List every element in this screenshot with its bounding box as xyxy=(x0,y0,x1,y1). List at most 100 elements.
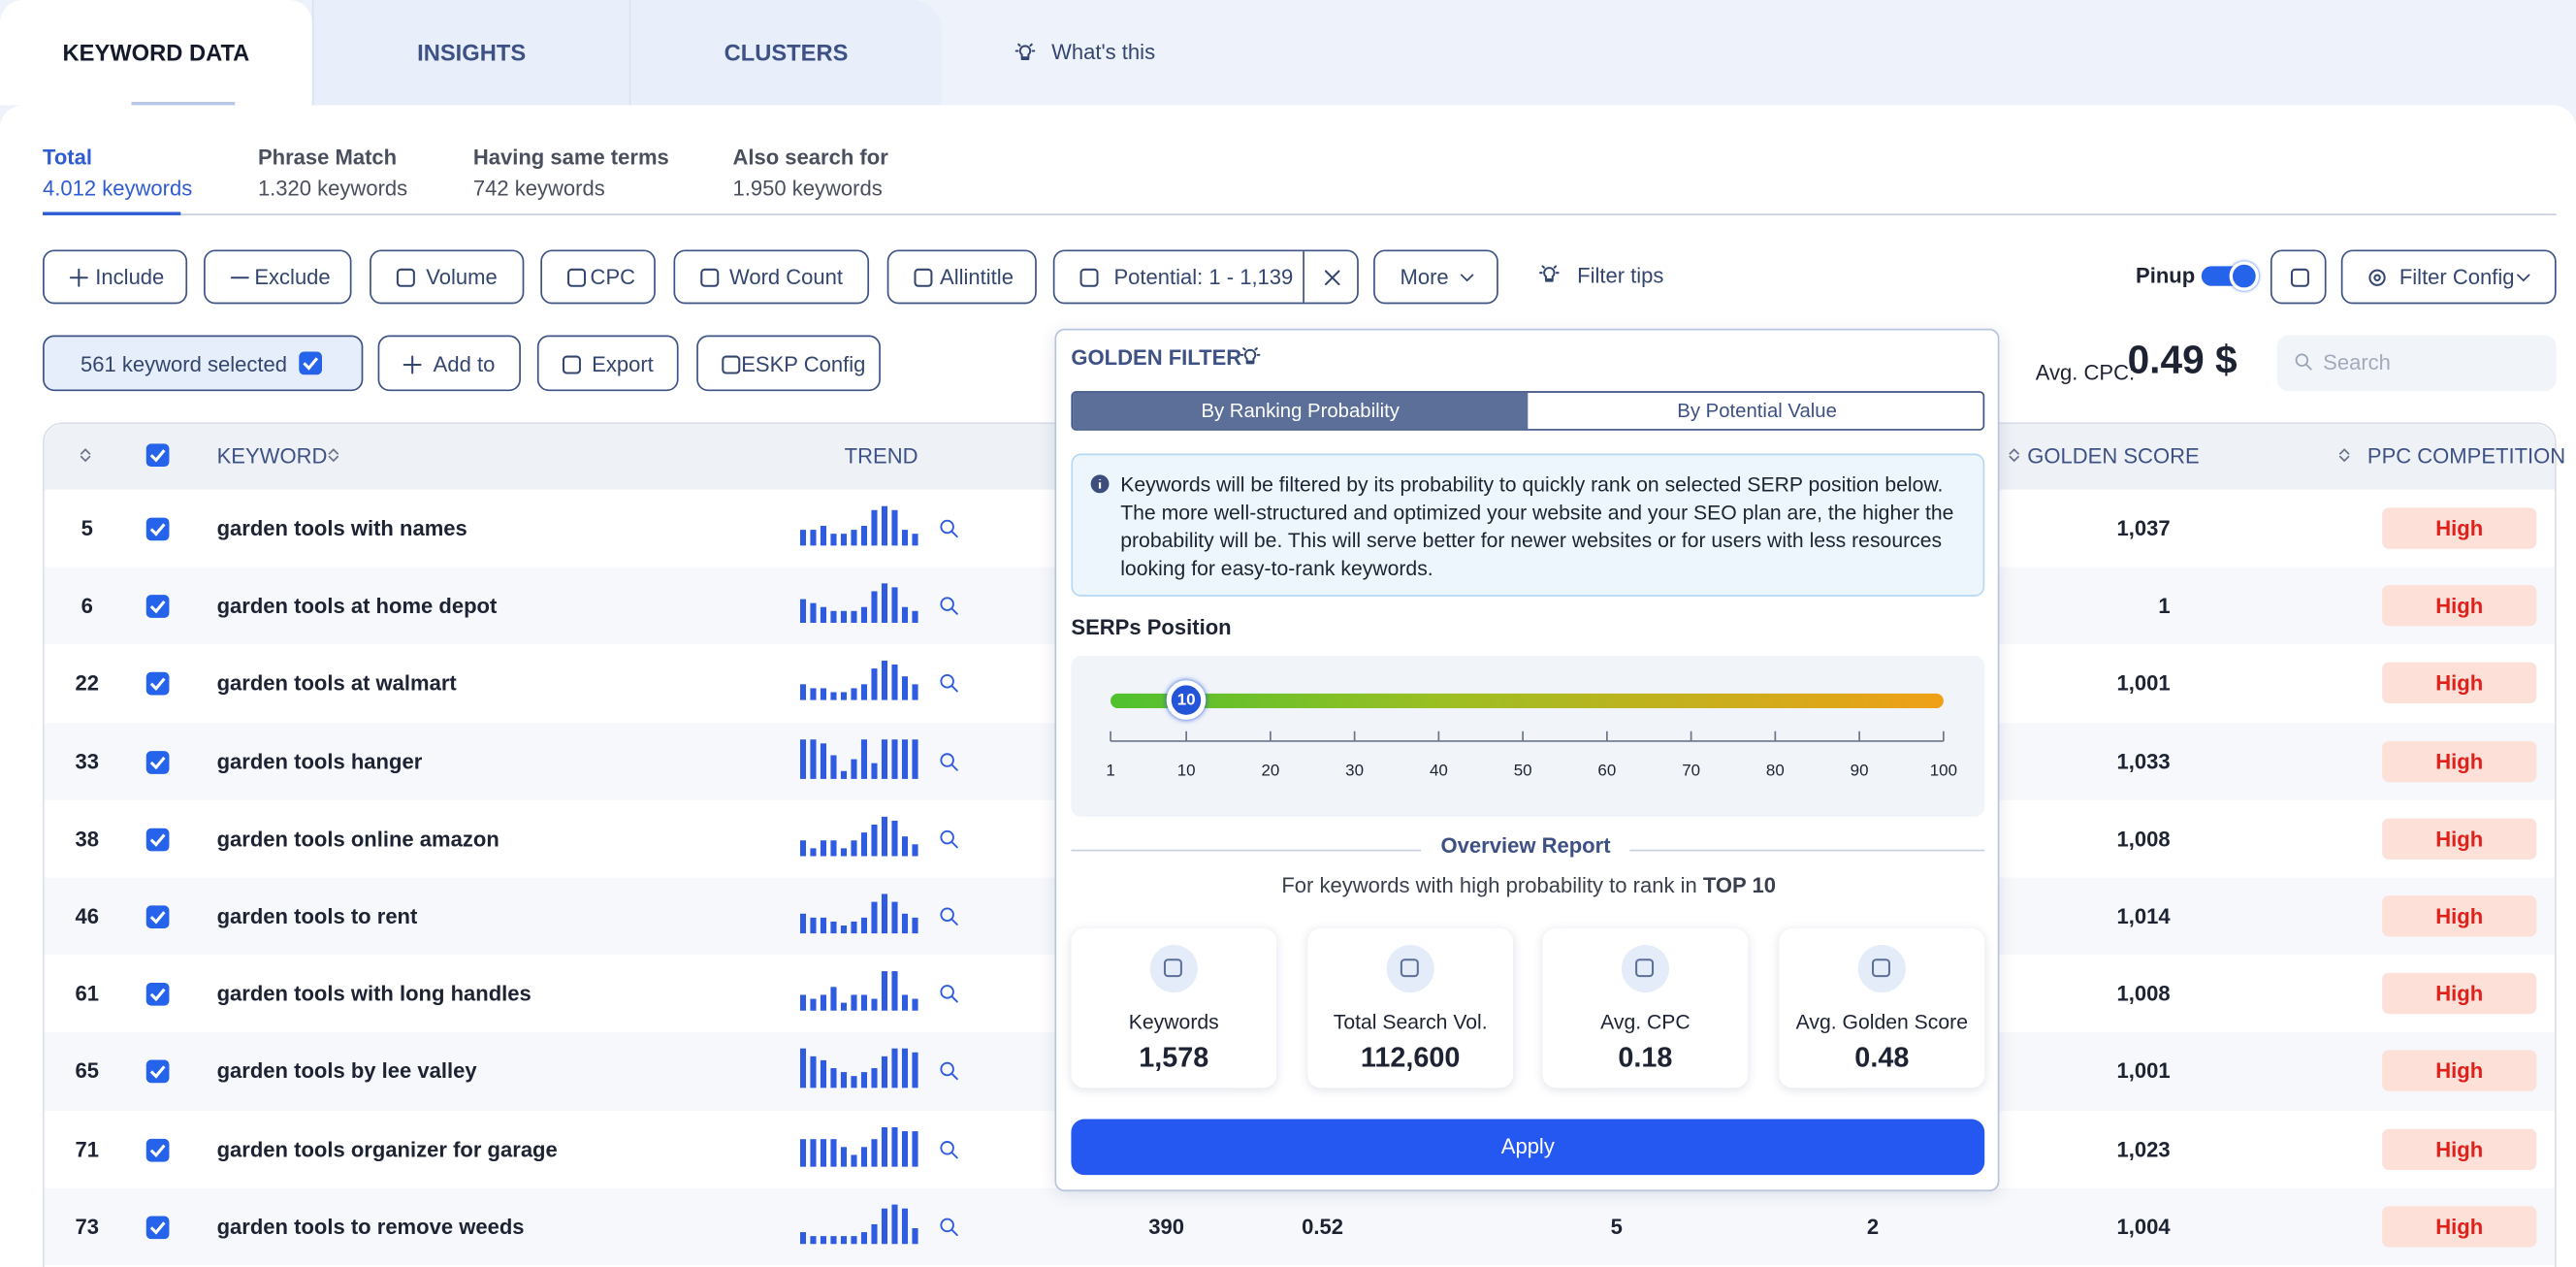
filter-button[interactable]: More xyxy=(1373,249,1498,305)
tab[interactable]: KEYWORD DATA xyxy=(0,0,312,106)
trend-bar xyxy=(860,607,868,624)
icon-path xyxy=(1324,270,1340,286)
action-button[interactable]: Export xyxy=(536,335,679,392)
filter-config[interactable]: Filter Config xyxy=(2340,249,2557,305)
icon xyxy=(2290,268,2309,287)
trend-bar xyxy=(851,1153,857,1166)
subtab-title[interactable]: Total xyxy=(43,145,93,170)
filter-tips[interactable]: Filter tips xyxy=(1577,263,1664,288)
trend-bar xyxy=(851,689,857,701)
checkbox[interactable] xyxy=(145,1216,170,1239)
checkbox[interactable] xyxy=(145,1138,170,1161)
icon-path xyxy=(722,355,741,374)
layout-button[interactable] xyxy=(2270,249,2327,305)
icon-path xyxy=(950,685,958,694)
icon xyxy=(149,911,166,925)
row-ppc: High xyxy=(2382,507,2537,549)
action-button[interactable]: ESKP Config xyxy=(696,335,881,392)
mode-option[interactable]: By Potential Value xyxy=(1677,399,1837,423)
icon-path xyxy=(2295,353,2309,367)
row-keyword: garden tools at home depot xyxy=(216,593,498,619)
row-id: 33 xyxy=(75,748,100,774)
table-row[interactable] xyxy=(44,1187,2555,1266)
action-button[interactable]: Add to xyxy=(377,335,521,392)
checkbox[interactable] xyxy=(145,983,170,1006)
action-label: Export xyxy=(592,350,654,376)
search-box[interactable]: Search xyxy=(2276,335,2557,392)
trend-bar xyxy=(881,816,888,857)
trend-bar xyxy=(830,1068,837,1089)
trend-bar xyxy=(912,738,918,779)
filter-button[interactable]: Word Count xyxy=(673,249,870,305)
icon xyxy=(149,449,166,463)
sparkline xyxy=(799,583,918,624)
filter-button[interactable]: Exclude xyxy=(204,249,352,305)
subtab-count[interactable]: 1.320 keywords xyxy=(257,176,408,201)
icon xyxy=(1635,958,1655,978)
icon-path xyxy=(950,840,958,848)
checkbox[interactable] xyxy=(299,351,323,375)
filter-button[interactable]: CPC xyxy=(540,249,656,305)
filter-button[interactable]: Potential: 1 - 1,139 xyxy=(1052,249,1359,305)
subtab-title[interactable]: Having same terms xyxy=(472,145,669,170)
trend-bar xyxy=(891,820,898,857)
checkbox[interactable] xyxy=(145,1060,170,1084)
checkbox[interactable] xyxy=(145,517,170,541)
checkbox[interactable] xyxy=(145,905,170,929)
mode-option[interactable]: By Ranking Probability xyxy=(1073,392,1529,430)
row-ppc: High xyxy=(2382,585,2537,627)
tab[interactable]: INSIGHTS xyxy=(311,0,629,106)
row-keyword: garden tools with long handles xyxy=(216,981,531,1006)
trend-bar xyxy=(912,611,918,624)
tab[interactable]: CLUSTERS xyxy=(628,0,942,106)
icon-path xyxy=(950,607,958,616)
trend-bar xyxy=(860,526,868,546)
checkbox[interactable] xyxy=(145,828,170,852)
icon-path xyxy=(950,530,958,538)
trend-bar xyxy=(912,843,918,857)
checkbox[interactable] xyxy=(145,672,170,697)
trend-bar xyxy=(851,1076,857,1089)
icon-path xyxy=(940,597,954,612)
trend-bar xyxy=(901,607,909,624)
slider-handle[interactable]: 10 xyxy=(1166,680,1207,720)
trend-bar xyxy=(810,602,817,624)
icon-path xyxy=(2009,448,2019,463)
filter-button[interactable]: Include xyxy=(43,249,188,305)
trend-bar xyxy=(820,917,827,934)
trend-bar xyxy=(860,1146,868,1166)
trend-bar xyxy=(799,913,807,934)
icon xyxy=(1079,268,1099,287)
popup-title: GOLDEN FILTER xyxy=(1071,344,1242,371)
tab-strip-bg xyxy=(311,0,942,106)
subtab-count[interactable]: 4.012 keywords xyxy=(43,176,193,201)
trend-bar xyxy=(840,848,848,857)
checkbox[interactable] xyxy=(145,750,170,774)
checkbox[interactable] xyxy=(145,443,170,468)
subtab-count[interactable]: 1.950 keywords xyxy=(732,176,883,201)
selected-box[interactable]: 561 keyword selected xyxy=(43,335,364,392)
filter-button[interactable]: Allintitle xyxy=(886,249,1037,305)
mode-toggle[interactable] xyxy=(1071,391,1985,431)
icon xyxy=(149,833,166,847)
whats-this[interactable]: What's this xyxy=(1051,39,1156,65)
action-label: ESKP Config xyxy=(741,350,866,376)
icon-path xyxy=(940,985,954,999)
checkbox[interactable] xyxy=(145,595,170,619)
tab-underline xyxy=(131,102,236,106)
trend-bar xyxy=(912,534,918,546)
trend-bar xyxy=(881,1208,888,1244)
icon xyxy=(2368,269,2386,286)
stat-label: Avg. Golden Score xyxy=(1795,1010,1969,1034)
filter-button[interactable]: Volume xyxy=(370,249,525,305)
row-golden: 1,037 xyxy=(2116,515,2171,541)
subtab-title[interactable]: Phrase Match xyxy=(257,145,398,170)
subtab-title[interactable]: Also search for xyxy=(732,145,888,170)
row-id: 73 xyxy=(75,1214,100,1239)
icon xyxy=(1538,265,1560,282)
tick-label: 70 xyxy=(1682,762,1701,781)
subtab-count[interactable]: 742 keywords xyxy=(472,176,605,201)
trend-bar xyxy=(891,901,898,934)
row-metric: 5 xyxy=(1610,1214,1623,1239)
apply-button[interactable]: Apply xyxy=(1071,1119,1985,1176)
